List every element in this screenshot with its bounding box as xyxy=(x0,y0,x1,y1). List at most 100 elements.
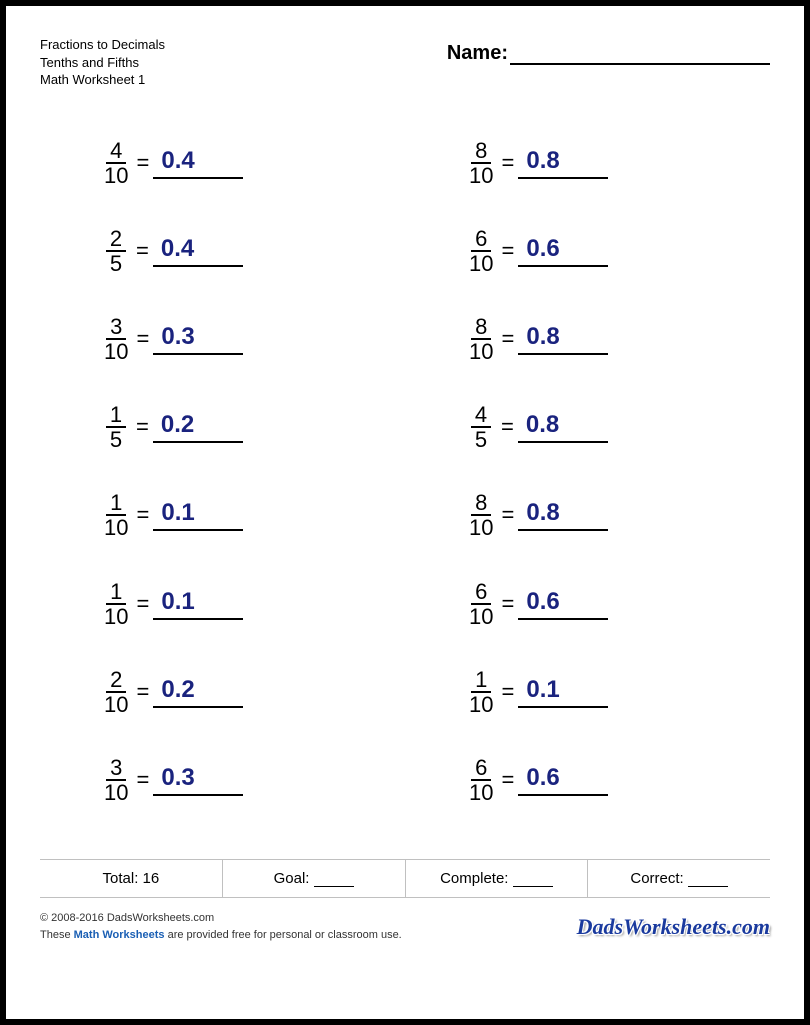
answer-value: 0.1 xyxy=(161,499,194,526)
denominator: 10 xyxy=(100,164,132,187)
footer-complete: Complete: xyxy=(406,860,589,897)
fraction: 810 xyxy=(465,315,497,363)
goal-label: Goal: xyxy=(274,870,310,887)
equals-sign: = xyxy=(501,591,514,617)
fraction: 110 xyxy=(465,668,497,716)
problem-10: 110=0.1 xyxy=(100,580,365,628)
title-line-3: Math Worksheet 1 xyxy=(40,71,165,89)
footer-goal: Goal: xyxy=(223,860,406,897)
denominator: 5 xyxy=(106,252,126,275)
answer-blank[interactable]: 0.1 xyxy=(153,499,243,531)
correct-label: Correct: xyxy=(630,870,683,887)
denominator: 10 xyxy=(100,516,132,539)
problem-6: 15=0.2 xyxy=(100,403,365,451)
answer-blank[interactable]: 0.2 xyxy=(153,676,243,708)
problem-13: 110=0.1 xyxy=(465,668,730,716)
fraction: 610 xyxy=(465,756,497,804)
complete-blank[interactable] xyxy=(513,886,553,887)
denominator: 10 xyxy=(465,340,497,363)
problem-7: 45=0.8 xyxy=(465,403,730,451)
answer-value: 0.1 xyxy=(161,588,194,615)
answer-value: 0.6 xyxy=(526,764,559,791)
numerator: 4 xyxy=(471,403,491,428)
problem-11: 610= 0.6 xyxy=(465,580,730,628)
math-worksheets-link[interactable]: Math Worksheets xyxy=(74,929,165,941)
problem-9: 810=0.8 xyxy=(465,491,730,539)
answer-value: 0.8 xyxy=(526,323,559,350)
answer-blank[interactable]: 0.3 xyxy=(153,323,243,355)
answer-value: 0.4 xyxy=(161,147,194,174)
credits-text: © 2008-2016 DadsWorksheets.com These Mat… xyxy=(40,910,402,943)
numerator: 2 xyxy=(106,668,126,693)
answer-value: 0.8 xyxy=(526,411,559,438)
problem-0: 410= 0.4 xyxy=(100,139,365,187)
answer-blank[interactable]: 0.8 xyxy=(518,147,608,179)
equals-sign: = xyxy=(136,238,149,264)
problems-grid: 410=0.4810=0.825=0.4610=0.6310=0.3810=0.… xyxy=(40,139,770,805)
answer-blank[interactable]: 0.4 xyxy=(153,235,243,267)
header: Fractions to Decimals Tenths and Fifths … xyxy=(40,36,770,89)
fraction: 310 xyxy=(100,315,132,363)
answer-value: 0.2 xyxy=(161,676,194,703)
equals-sign: = xyxy=(501,502,514,528)
fraction: 410 xyxy=(100,139,132,187)
answer-blank[interactable]: 0.8 xyxy=(518,323,608,355)
denominator: 10 xyxy=(100,693,132,716)
fraction: 610 xyxy=(465,580,497,628)
fraction: 110 xyxy=(100,580,132,628)
answer-blank[interactable]: 0.6 xyxy=(518,588,608,620)
answer-value: 0.3 xyxy=(161,323,194,350)
name-field: Name: xyxy=(447,36,770,65)
fraction: 15 xyxy=(100,403,132,451)
equals-sign: = xyxy=(136,767,149,793)
problem-4: 310= 0.3 xyxy=(100,315,365,363)
answer-blank[interactable]: 0.1 xyxy=(518,676,608,708)
answer-blank[interactable]: 0.4 xyxy=(153,147,243,179)
copyright-line: © 2008-2016 DadsWorksheets.com xyxy=(40,910,402,927)
footer-bar: Total: 16 Goal: Complete: Correct: xyxy=(40,859,770,898)
numerator: 8 xyxy=(471,315,491,340)
answer-value: 0.8 xyxy=(526,147,559,174)
denominator: 10 xyxy=(465,781,497,804)
footer-total: Total: 16 xyxy=(40,860,223,897)
numerator: 1 xyxy=(106,403,126,428)
answer-value: 0.6 xyxy=(526,588,559,615)
answer-value: 0.1 xyxy=(526,676,559,703)
fraction: 610 xyxy=(465,227,497,275)
equals-sign: = xyxy=(136,326,149,352)
problem-1: 810=0.8 xyxy=(465,139,730,187)
problem-8: 110=0.1 xyxy=(100,491,365,539)
complete-label: Complete: xyxy=(440,870,508,887)
numerator: 1 xyxy=(471,668,491,693)
numerator: 8 xyxy=(471,139,491,164)
denominator: 10 xyxy=(465,164,497,187)
title-line-2: Tenths and Fifths xyxy=(40,54,165,72)
denominator: 10 xyxy=(100,781,132,804)
numerator: 3 xyxy=(106,756,126,781)
answer-value: 0.2 xyxy=(161,411,194,438)
equals-sign: = xyxy=(136,150,149,176)
problem-3: 610=0.6 xyxy=(465,227,730,275)
answer-value: 0.3 xyxy=(161,764,194,791)
answer-blank[interactable]: 0.2 xyxy=(153,411,243,443)
equals-sign: = xyxy=(136,679,149,705)
answer-value: 0.8 xyxy=(526,499,559,526)
answer-blank[interactable]: 0.3 xyxy=(153,764,243,796)
denominator: 10 xyxy=(465,605,497,628)
numerator: 2 xyxy=(106,227,126,252)
denominator: 5 xyxy=(471,428,491,451)
fraction: 110 xyxy=(100,491,132,539)
name-blank-line[interactable] xyxy=(510,63,770,65)
answer-blank[interactable]: 0.6 xyxy=(518,764,608,796)
title-line-1: Fractions to Decimals xyxy=(40,36,165,54)
fraction: 45 xyxy=(465,403,497,451)
answer-blank[interactable]: 0.6 xyxy=(518,235,608,267)
equals-sign: = xyxy=(501,326,514,352)
goal-blank[interactable] xyxy=(314,886,354,887)
answer-blank[interactable]: 0.8 xyxy=(518,499,608,531)
answer-blank[interactable]: 0.1 xyxy=(153,588,243,620)
correct-blank[interactable] xyxy=(688,886,728,887)
denominator: 10 xyxy=(465,252,497,275)
problem-15: 610=0.6 xyxy=(465,756,730,804)
answer-blank[interactable]: 0.8 xyxy=(518,411,608,443)
